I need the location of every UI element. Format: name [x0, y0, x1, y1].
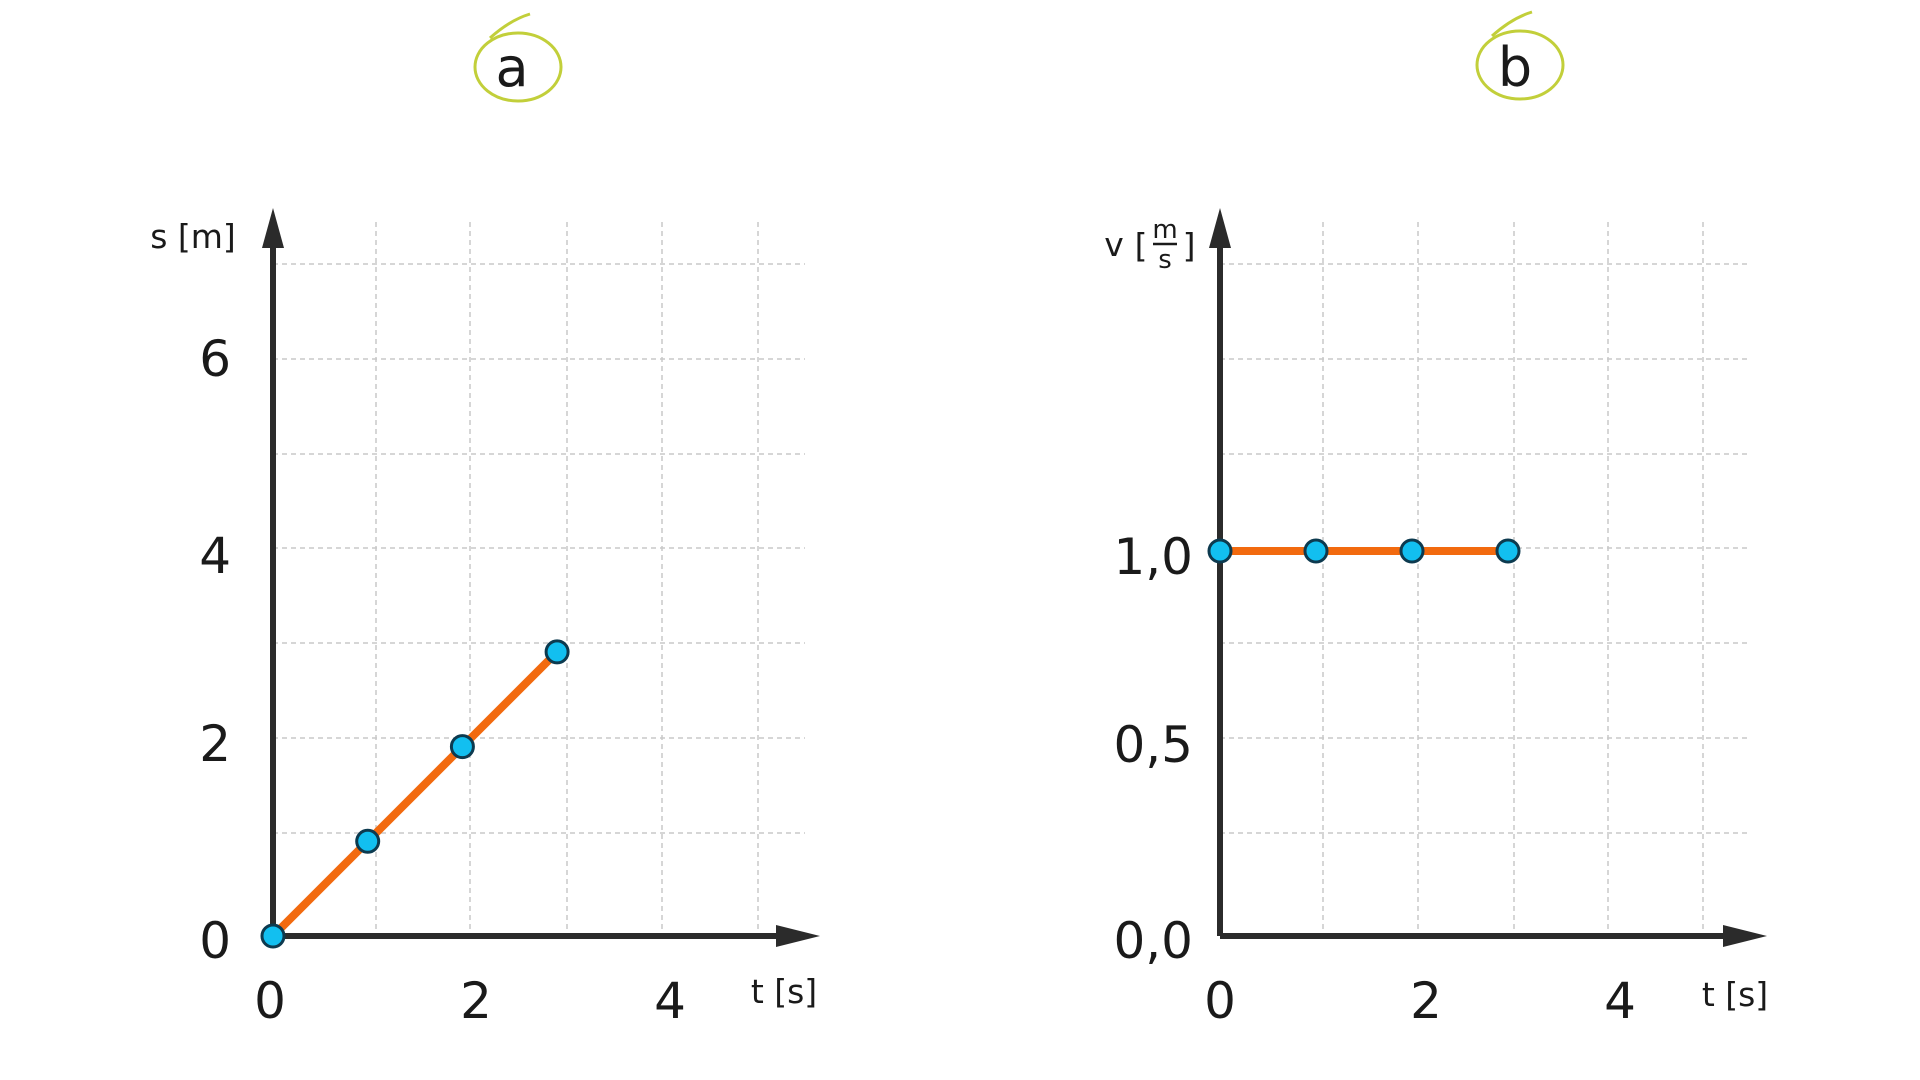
- line-segment-a-1: [363, 742, 467, 846]
- y-tick-labels-b: 0,0 0,5 1,0: [1113, 528, 1193, 970]
- y-axis-title-b-unit-den: s: [1158, 245, 1172, 275]
- data-point-b-0: [1207, 538, 1233, 564]
- x-axis-title-a: t [s]: [751, 972, 817, 1011]
- data-point-b-2: [1399, 538, 1425, 564]
- y-tick-label-b-0-5: 0,5: [1113, 716, 1193, 774]
- grid-b: [1220, 222, 1750, 934]
- x-tick-label-b-0: 0: [1204, 972, 1236, 1030]
- panel-label-b: b: [1475, 10, 1565, 101]
- x-tick-label-b-2: 2: [1410, 972, 1442, 1030]
- x-tick-label-a-0: 0: [254, 972, 286, 1030]
- panel-label-text-b: b: [1498, 36, 1532, 99]
- panel-label-a: a: [473, 12, 563, 103]
- y-axis-title-b: v [ m s ]: [1104, 215, 1195, 275]
- data-point-b-1: [1303, 538, 1329, 564]
- data-point-a-3: [544, 639, 570, 665]
- plot-area-a: [260, 639, 570, 949]
- x-axis-arrow-a: [776, 925, 820, 947]
- panel-label-circle-a: [473, 31, 563, 103]
- axes-b: [1209, 208, 1767, 947]
- data-point-b-3: [1495, 538, 1521, 564]
- y-tick-label-a-6: 6: [199, 330, 231, 388]
- y-axis-title-b-unit-num: m: [1152, 215, 1177, 245]
- y-axis-title-b-close-bracket: ]: [1183, 226, 1196, 265]
- x-tick-label-a-2: 2: [460, 972, 492, 1030]
- line-segment-a-0: [269, 837, 372, 940]
- x-tick-label-a-4: 4: [654, 972, 686, 1030]
- y-axis-arrow-a: [262, 208, 284, 248]
- data-point-a-1: [355, 828, 381, 854]
- y-tick-label-a-2: 2: [199, 715, 231, 773]
- chart-a: a 0 2 4 6: [150, 12, 820, 1030]
- data-point-a-0: [260, 923, 286, 949]
- panel-label-stroke-b: [1490, 10, 1533, 38]
- grid-a: [273, 222, 805, 934]
- y-tick-label-b-1-0: 1,0: [1113, 528, 1193, 586]
- data-point-a-2: [449, 734, 475, 760]
- plot-area-b: [1207, 538, 1521, 564]
- panel-label-stroke-a: [488, 12, 531, 40]
- y-tick-label-b-0-0: 0,0: [1113, 912, 1193, 970]
- y-tick-label-a-0: 0: [199, 912, 231, 970]
- y-tick-labels-a: 0 2 4 6: [199, 330, 231, 970]
- x-axis-title-b: t [s]: [1702, 975, 1768, 1014]
- panel-label-text-a: a: [495, 36, 528, 99]
- line-segment-a-2: [458, 647, 562, 751]
- y-axis-title-b-open-bracket: [: [1135, 226, 1148, 265]
- chart-b: b 0,0 0,5 1,0 0: [1104, 10, 1768, 1030]
- x-tick-labels-a: 0 2 4: [254, 972, 686, 1030]
- y-axis-title-a: s [m]: [150, 217, 236, 256]
- axes-a: [262, 208, 820, 947]
- panel-label-circle-b: [1475, 29, 1565, 101]
- y-axis-arrow-b: [1209, 208, 1231, 248]
- x-tick-labels-b: 0 2 4: [1204, 972, 1636, 1030]
- y-axis-title-b-var: v: [1104, 225, 1124, 264]
- y-tick-label-a-4: 4: [199, 527, 231, 585]
- x-tick-label-b-4: 4: [1604, 972, 1636, 1030]
- x-axis-arrow-b: [1723, 925, 1767, 947]
